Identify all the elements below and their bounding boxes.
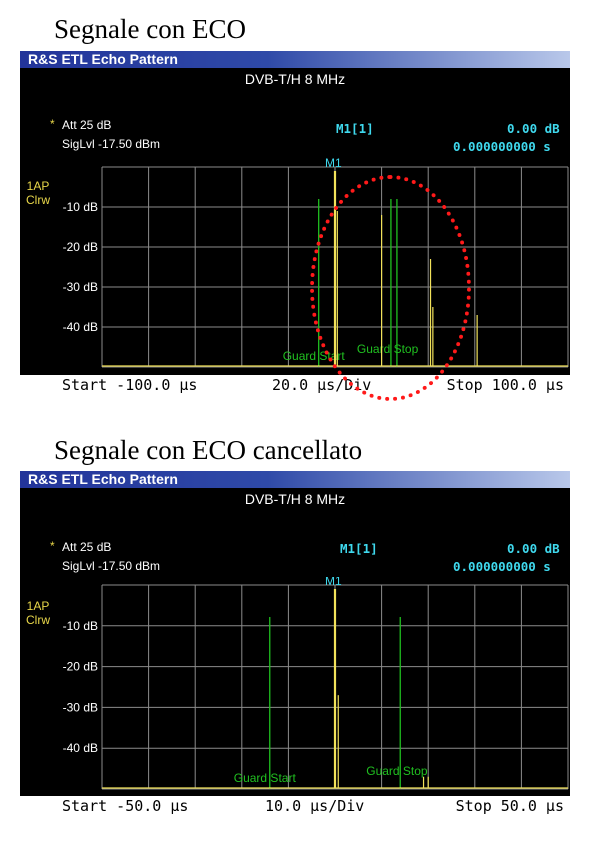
y-tick-label: -20 dB (63, 660, 98, 674)
panel-2-heading: Segnale con ECO cancellato (54, 435, 363, 465)
y-tick-label: -40 dB (63, 320, 98, 334)
y-tick-label: -30 dB (63, 280, 98, 294)
att-label-2: Att 25 dB (62, 540, 112, 554)
y-tick-label: -40 dB (63, 741, 98, 755)
marker-time-2: 0.000000000 s (453, 559, 551, 574)
footer-2: Start -50.0 µs 10.0 µs/Div Stop 50.0 µs (20, 796, 570, 817)
trace-mode-line2: Clrw (26, 193, 50, 207)
analyzer-screen-1: R&S ETL Echo Pattern DVB-T/H 8 MHz * Att… (20, 51, 570, 396)
standard-label-1: DVB-T/H 8 MHz (244, 71, 346, 87)
siglvl-label-1: SigLvl -17.50 dBm (62, 137, 161, 151)
start-label-1: Start -100.0 µs (62, 376, 198, 394)
marker-time-1: 0.000000000 s (453, 139, 551, 154)
guard-stop-label: Guard Stop (366, 764, 428, 778)
att-star-1: * (50, 117, 55, 131)
stop-label-1: Stop 100.0 µs (446, 376, 564, 394)
marker-m1-label: M1 (325, 157, 342, 170)
stop-label-2: Stop 50.0 µs (455, 797, 564, 815)
marker-id-1: M1[1] (336, 121, 374, 136)
footer-1: Start -100.0 µs 20.0 µs/Div Stop 100.0 µ… (20, 375, 570, 396)
trace-mode-line1: 1AP (26, 599, 50, 613)
trace-mode-line1: 1AP (26, 179, 50, 193)
echo-highlight-circle (310, 175, 471, 401)
window-title-2: R&S ETL Echo Pattern (20, 471, 570, 488)
guard-start-label: Guard Start (234, 771, 297, 785)
y-tick-label: -20 dB (63, 240, 98, 254)
att-label-1: Att 25 dB (62, 118, 112, 132)
att-star-2: * (50, 539, 55, 553)
trace-mode-line2: Clrw (26, 613, 50, 627)
div-label-2: 10.0 µs/Div (265, 797, 365, 815)
marker-m1-label: M1 (325, 577, 342, 588)
y-tick-label: -10 dB (63, 200, 98, 214)
analyzer-screen-2: R&S ETL Echo Pattern DVB-T/H 8 MHz * Att… (20, 471, 570, 817)
window-title-1: R&S ETL Echo Pattern (20, 51, 570, 68)
echo-plot-2: -10 dB -20 dB -30 dB -40 dB Guard Start Guard… (63, 577, 569, 790)
marker-id-2: M1[1] (340, 541, 378, 556)
marker-level-1: 0.00 dB (507, 121, 560, 136)
panel-1-heading: Segnale con ECO (54, 14, 246, 44)
y-tick-label: -30 dB (63, 700, 98, 714)
y-tick-label: -10 dB (63, 619, 98, 633)
echo-graph-2[interactable]: -10 dB -20 dB -30 dB -40 dB Guard Start Guard… (60, 577, 570, 796)
marker-level-2: 0.00 dB (507, 541, 560, 556)
trace-mode-2[interactable]: 1AP Clrw (26, 599, 50, 627)
siglvl-label-2: SigLvl -17.50 dBm (62, 559, 161, 573)
start-label-2: Start -50.0 µs (62, 797, 189, 815)
trace-mode-1[interactable]: 1AP Clrw (26, 179, 50, 207)
standard-label-2: DVB-T/H 8 MHz (244, 491, 346, 507)
